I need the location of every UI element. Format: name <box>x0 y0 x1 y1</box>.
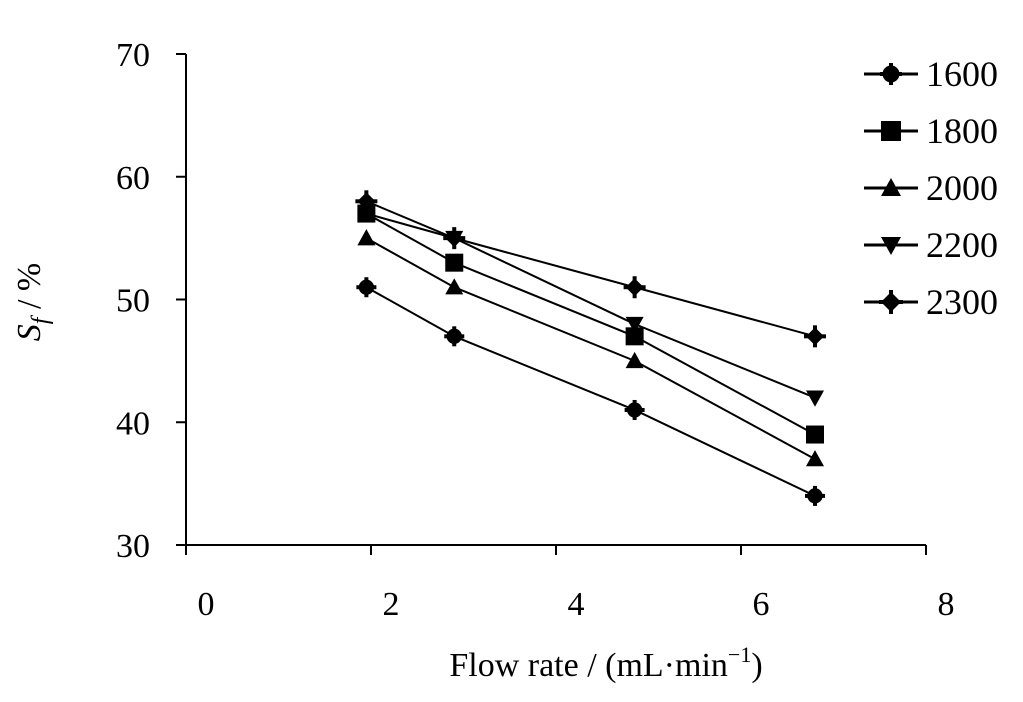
data-point <box>624 399 645 420</box>
legend: 1600 1800 2000 2200 2300 <box>864 54 998 322</box>
x-tick-label: 2 <box>383 586 400 623</box>
x-tick-label: 8 <box>938 586 955 623</box>
y-tick-label: 40 <box>116 405 150 442</box>
series-layer <box>355 190 826 506</box>
series-line <box>365 237 816 460</box>
data-point <box>444 326 465 347</box>
series-line <box>366 212 816 399</box>
data-point <box>443 227 466 250</box>
x-axis-label: Flow rate / (mL·min−1) <box>449 642 762 684</box>
legend-item: 2000 <box>864 168 998 208</box>
legend-marker <box>879 290 903 314</box>
series-2200 <box>357 206 824 407</box>
x-tick-label: 0 <box>198 586 215 623</box>
x-tick-label: 6 <box>753 586 770 623</box>
legend-item: 1800 <box>864 111 998 151</box>
legend-label: 2300 <box>926 282 998 322</box>
series-1800 <box>357 204 824 444</box>
y-tick-label: 60 <box>116 160 150 197</box>
y-tick-label: 30 <box>116 528 150 565</box>
data-point <box>625 351 644 369</box>
series-line <box>365 200 816 338</box>
data-point <box>804 325 826 348</box>
legend-label: 2000 <box>926 168 998 208</box>
data-point <box>625 316 644 334</box>
data-point <box>806 425 824 444</box>
x-tick-label: 4 <box>568 586 585 623</box>
y-tick-label: 70 <box>116 37 150 74</box>
data-point <box>357 229 376 246</box>
series-line <box>365 286 816 497</box>
data-point <box>623 276 646 299</box>
data-point <box>445 278 464 295</box>
data-point <box>445 253 464 272</box>
series-2000 <box>357 229 824 467</box>
axes: 30 40 50 60 70 0 2 4 6 8 <box>116 37 955 623</box>
data-point <box>355 190 378 213</box>
series-line <box>365 212 816 436</box>
y-tick-label: 50 <box>116 283 150 320</box>
legend-marker <box>880 63 902 85</box>
legend-marker <box>881 121 901 141</box>
data-point <box>806 390 824 407</box>
legend-item: 1600 <box>864 54 998 94</box>
legend-item: 2300 <box>864 282 998 322</box>
legend-marker <box>881 178 901 196</box>
legend-marker <box>881 237 901 255</box>
series-1600 <box>356 277 825 506</box>
legend-label: 2200 <box>926 225 998 265</box>
data-point <box>357 206 376 223</box>
data-point <box>625 327 644 346</box>
legend-item: 2200 <box>864 225 998 265</box>
data-point <box>806 450 824 467</box>
data-point <box>805 485 825 506</box>
series-2300 <box>355 190 826 348</box>
y-axis-label: Sf / % <box>11 263 54 341</box>
data-point <box>356 277 377 298</box>
legend-label: 1800 <box>926 111 998 151</box>
legend-label: 1600 <box>926 54 998 94</box>
